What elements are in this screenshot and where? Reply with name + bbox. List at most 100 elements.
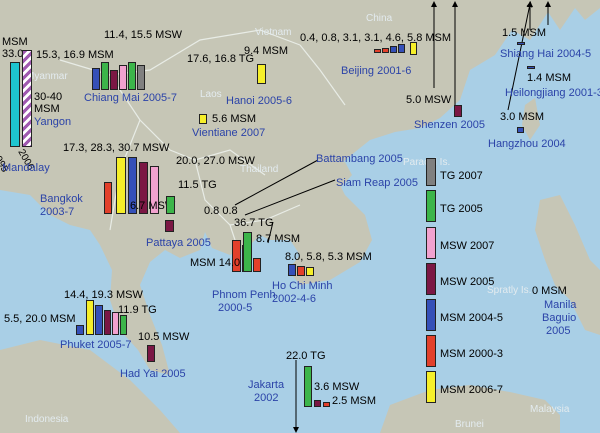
land-sumatra xyxy=(0,340,180,433)
legend: TG 2007 TG 2005 MSW 2007 MSW 2005 MSM 20… xyxy=(426,158,536,408)
hadyai-val: 10.5 MSW xyxy=(138,331,190,343)
land-borneo xyxy=(380,385,560,433)
vientiane-val: 5.6 MSM xyxy=(212,113,257,125)
jakarta-val-msw: 3.6 MSW xyxy=(314,381,360,393)
legend-swatch-tg2007 xyxy=(426,158,436,186)
phuket-name: Phuket 2005-7 xyxy=(60,339,132,351)
jakarta-val-tg: 22.0 TG xyxy=(286,350,326,362)
legend-swatch-msw2005 xyxy=(426,263,436,295)
bar-bangkok-msw-d xyxy=(150,166,159,214)
hadyai-name: Had Yai 2005 xyxy=(120,368,186,380)
bar-bangkok-msm xyxy=(104,182,112,214)
jakarta-name-l1: Jakarta xyxy=(248,379,285,391)
shianghai-val: 1.5 MSM xyxy=(502,27,547,39)
bar-phuket-msw-b xyxy=(95,305,103,335)
phnompenh-val-left: MSM 14.0 xyxy=(190,257,241,269)
siemreap-name: Siam Reap 2005 xyxy=(336,177,418,189)
leader-lines xyxy=(234,159,336,244)
bar-chiangmai-msw-b xyxy=(119,65,127,90)
hanoi-val: 9.4 MSM xyxy=(244,45,289,57)
country-thailand: Thailand xyxy=(240,164,279,175)
hochiminh-name-l2: 2002-4-6 xyxy=(272,293,317,305)
hochiminh-val: 8.0, 5.8, 5.3 MSM xyxy=(285,251,372,263)
bar-bangkok-msw-a xyxy=(116,157,126,214)
chiangmai-val-right: 17.6, 16.8 TG xyxy=(187,53,255,65)
bar-chiangmai-msm-a xyxy=(92,68,100,90)
bar-hangzhou xyxy=(517,127,524,133)
legend-label-msm2006: MSM 2006-7 xyxy=(440,384,503,396)
bar-beijing-4 xyxy=(398,44,405,53)
land-taiwan xyxy=(522,98,540,140)
bar-jakarta-msm xyxy=(323,402,330,407)
bangkok-name-l2: 2003-7 xyxy=(40,206,75,218)
bar-shianghai xyxy=(517,42,525,45)
bar-chiangmai-tg-b xyxy=(128,62,136,90)
mandalay-msm-top: MSM xyxy=(2,36,28,48)
country-laos: Laos xyxy=(200,89,222,100)
manila-val: 0 MSM xyxy=(532,285,567,297)
bar-bangkok-tg xyxy=(166,196,175,214)
bar-beijing-2 xyxy=(382,48,389,53)
bar-chiangmai-tg-a xyxy=(101,62,109,90)
bar-mandalay-2006 xyxy=(22,50,32,147)
bar-phnompenh-msm-a xyxy=(232,240,241,272)
hangzhou-val: 3.0 MSM xyxy=(500,111,545,123)
phuket-val-left: 5.5, 20.0 MSM xyxy=(4,313,76,325)
arrow-heilongjiang-b xyxy=(507,1,533,111)
country-spratly: Spratly Is. xyxy=(487,285,532,296)
bar-hochiminh-c xyxy=(306,267,314,276)
bar-phuket-msw-a xyxy=(86,300,94,335)
phuket-val-top: 14.4, 19.3 MSW xyxy=(64,289,143,301)
bar-chiangmai-tg-c xyxy=(137,65,145,90)
bar-phuket-msm-a xyxy=(76,325,84,335)
manila-name-l2: Baguio xyxy=(542,312,577,324)
bar-beijing-3 xyxy=(390,46,397,53)
bar-shenzen xyxy=(454,105,462,117)
beijing-val: 0.4, 0.8, 3.1, 3.1, 4.6, 5.8 MSM xyxy=(300,32,452,44)
vientiane-name: Vientiane 2007 xyxy=(192,127,266,139)
shianghai-name: Shiang Hai 2004-5 xyxy=(500,48,592,60)
legend-swatch-tg2005 xyxy=(426,190,436,222)
legend-swatch-msm2004 xyxy=(426,299,436,331)
bar-phnompenh-msm-c xyxy=(253,258,261,272)
jakarta-name-l2: 2002 xyxy=(254,392,279,404)
legend-label-tg2005: TG 2005 xyxy=(440,203,483,215)
bar-heilongjiang xyxy=(527,66,535,69)
bar-hadyai xyxy=(147,345,155,362)
bangkok-val-top: 17.3, 28.3, 30.7 MSW xyxy=(63,142,170,154)
manila-name-l3: 2005 xyxy=(546,325,571,337)
bar-hochiminh-b xyxy=(297,266,305,276)
bangkok-val-right: 11.5 TG xyxy=(178,179,217,191)
chiangmai-val-top: 11.4, 15.5 MSW xyxy=(104,29,183,41)
mandalay-val-top: 33.0 xyxy=(2,48,24,60)
pattaya-name: Pattaya 2005 xyxy=(146,237,211,249)
bar-mandalay-1995 xyxy=(10,62,20,147)
mandalay-name: Mandalay xyxy=(2,162,50,174)
mandalay-msm-mid: MSM xyxy=(34,103,60,115)
bar-chiangmai-msw-a xyxy=(110,70,118,90)
bar-beijing-1 xyxy=(374,49,381,53)
mandalay-val-mid: 30-40 xyxy=(34,91,63,103)
phuket-val-right: 11.9 TG xyxy=(118,304,157,316)
legend-swatch-msm2006 xyxy=(426,371,436,403)
land-hainan xyxy=(322,162,352,188)
heilongjiang-val: 1.4 MSM xyxy=(527,72,572,84)
shenzen-name: Shenzen 2005 xyxy=(414,119,485,131)
chiangmai-val-left: 15.3, 16.9 MSM xyxy=(36,49,114,61)
chiangmai-name: Chiang Mai 2005-7 xyxy=(84,92,177,104)
legend-label-msm2000: MSM 2000-3 xyxy=(440,348,503,360)
legend-label-msw2007: MSW 2007 xyxy=(440,240,495,252)
bar-phuket-msw-d xyxy=(112,312,119,335)
country-brunei: Brunei xyxy=(455,419,484,430)
bar-hanoi xyxy=(257,64,266,84)
phnompenh-val-tg: 36.7 TG xyxy=(234,217,274,229)
hochiminh-name-l1: Ho Chi Minh xyxy=(272,280,333,292)
hangzhou-name: Hangzhou 2004 xyxy=(488,138,566,150)
phnompenh-val-msm: 8.7 MSM xyxy=(256,233,301,245)
bangkok-name-l1: Bangkok xyxy=(40,193,83,205)
phnompenh-name-l2: 2000-5 xyxy=(218,302,253,314)
hanoi-name: Hanoi 2005-6 xyxy=(226,95,293,107)
country-malaysia: Malaysia xyxy=(530,404,570,415)
